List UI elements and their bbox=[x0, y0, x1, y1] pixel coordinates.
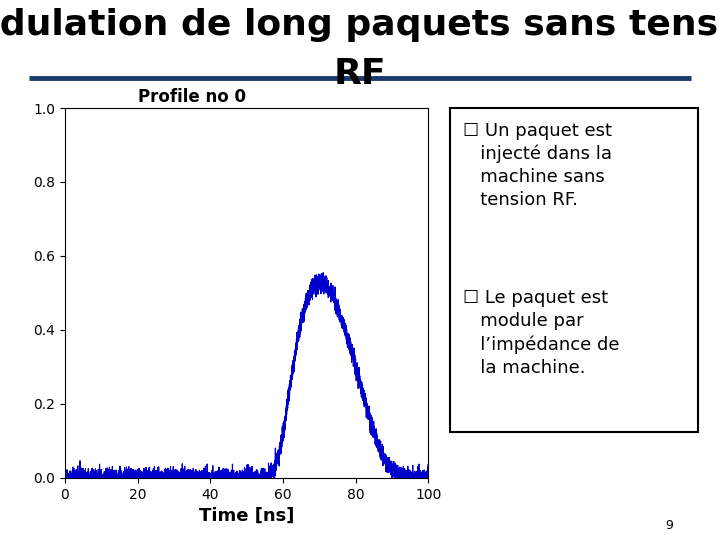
Title: Profile no 0: Profile no 0 bbox=[138, 89, 246, 106]
Text: RF: RF bbox=[333, 57, 387, 91]
X-axis label: Time [ns]: Time [ns] bbox=[199, 507, 294, 525]
Text: ☐ Un paquet est
   injecté dans la
   machine sans
   tension RF.: ☐ Un paquet est injecté dans la machine … bbox=[463, 122, 612, 209]
Text: Modulation de long paquets sans tension: Modulation de long paquets sans tension bbox=[0, 8, 720, 42]
Text: ☐ Le paquet est
   module par
   l’impédance de
   la machine.: ☐ Le paquet est module par l’impédance d… bbox=[463, 289, 619, 377]
Text: 9: 9 bbox=[666, 519, 673, 532]
